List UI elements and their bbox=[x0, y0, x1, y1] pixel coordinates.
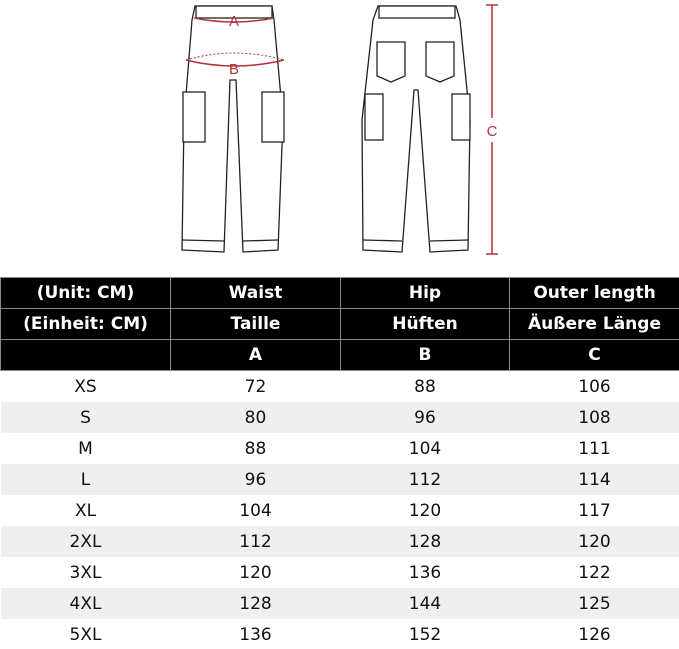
front-pants-drawing bbox=[181, 5, 285, 253]
header-cell: B bbox=[340, 339, 510, 371]
table-row: 4XL 128 144 125 bbox=[0, 588, 679, 619]
hip-measure-line bbox=[185, 59, 285, 67]
back-pants-drawing bbox=[361, 5, 471, 253]
size-cell: 3XL bbox=[69, 562, 102, 583]
size-cell: XL bbox=[74, 500, 97, 521]
table-row: M 88 104 111 bbox=[1, 433, 679, 464]
header-cell: Waist bbox=[170, 277, 341, 309]
table-row: L 96 112 114 bbox=[0, 464, 679, 495]
table-row: S 80 96 108 bbox=[0, 402, 679, 433]
label-b: B bbox=[229, 61, 239, 78]
value-cell: 122 bbox=[578, 562, 611, 583]
value-cell: 144 bbox=[340, 588, 510, 619]
value-cell: 104 bbox=[408, 438, 442, 459]
value-cell: 111 bbox=[578, 438, 611, 459]
value-cell: 104 bbox=[239, 500, 272, 521]
value-cell: 106 bbox=[578, 376, 611, 397]
header-cell bbox=[0, 339, 171, 371]
value-cell: 152 bbox=[408, 624, 442, 645]
header-cell: Äußere Länge bbox=[509, 308, 679, 340]
value-cell: 112 bbox=[340, 464, 510, 495]
header-cell: C bbox=[509, 339, 679, 371]
size-table: (Unit: CM) Waist Hip Outer length (Einheit: … bbox=[0, 277, 679, 649]
table-row: XL 104 120 117 bbox=[1, 495, 679, 526]
header-cell: Outer length bbox=[509, 277, 679, 309]
header-row: (Einheit: CM) Taille Hüften Äußere Länge bbox=[0, 308, 679, 340]
size-cell: 2XL bbox=[0, 526, 171, 557]
value-cell: 120 bbox=[408, 500, 442, 521]
size-cell: XS bbox=[74, 376, 97, 397]
size-cell: L bbox=[0, 464, 171, 495]
value-cell: 88 bbox=[244, 438, 267, 459]
value-cell: 128 bbox=[170, 588, 341, 619]
value-cell: 136 bbox=[408, 562, 442, 583]
label-a: A bbox=[229, 13, 239, 30]
header-cell: A bbox=[170, 339, 341, 371]
value-cell: 80 bbox=[170, 402, 341, 433]
size-cell: S bbox=[0, 402, 171, 433]
header-cell: Hüften bbox=[340, 308, 510, 340]
value-cell: 120 bbox=[509, 526, 679, 557]
value-cell: 88 bbox=[414, 376, 436, 397]
value-cell: 126 bbox=[578, 624, 611, 645]
size-cell: 4XL bbox=[0, 588, 171, 619]
header-cell: Hip bbox=[340, 277, 510, 309]
value-cell: 117 bbox=[578, 500, 611, 521]
value-cell: 96 bbox=[340, 402, 510, 433]
value-cell: 125 bbox=[509, 588, 679, 619]
size-cell: 5XL bbox=[69, 624, 102, 645]
size-cell: M bbox=[78, 438, 93, 459]
value-cell: 96 bbox=[170, 464, 341, 495]
header-row: (Unit: CM) Waist Hip Outer length bbox=[0, 277, 679, 309]
table-row: 5XL 136 152 126 bbox=[1, 619, 679, 649]
value-cell: 112 bbox=[170, 526, 341, 557]
pants-illustration: A B C bbox=[181, 4, 498, 255]
table-row: 3XL 120 136 122 bbox=[1, 557, 679, 588]
value-cell: 128 bbox=[340, 526, 510, 557]
label-c: C bbox=[487, 123, 498, 140]
table-row: XS 72 88 106 bbox=[1, 371, 679, 403]
header-cell: (Einheit: CM) bbox=[0, 308, 171, 340]
value-cell: 136 bbox=[239, 624, 272, 645]
table-row: 2XL 112 128 120 bbox=[0, 526, 679, 557]
value-cell: 108 bbox=[509, 402, 679, 433]
header-cell: (Unit: CM) bbox=[0, 277, 171, 309]
header-cell: Taille bbox=[170, 308, 341, 340]
value-cell: 114 bbox=[509, 464, 679, 495]
value-cell: 72 bbox=[244, 376, 267, 397]
value-cell: 120 bbox=[239, 562, 272, 583]
waist-measure-line bbox=[193, 17, 275, 23]
